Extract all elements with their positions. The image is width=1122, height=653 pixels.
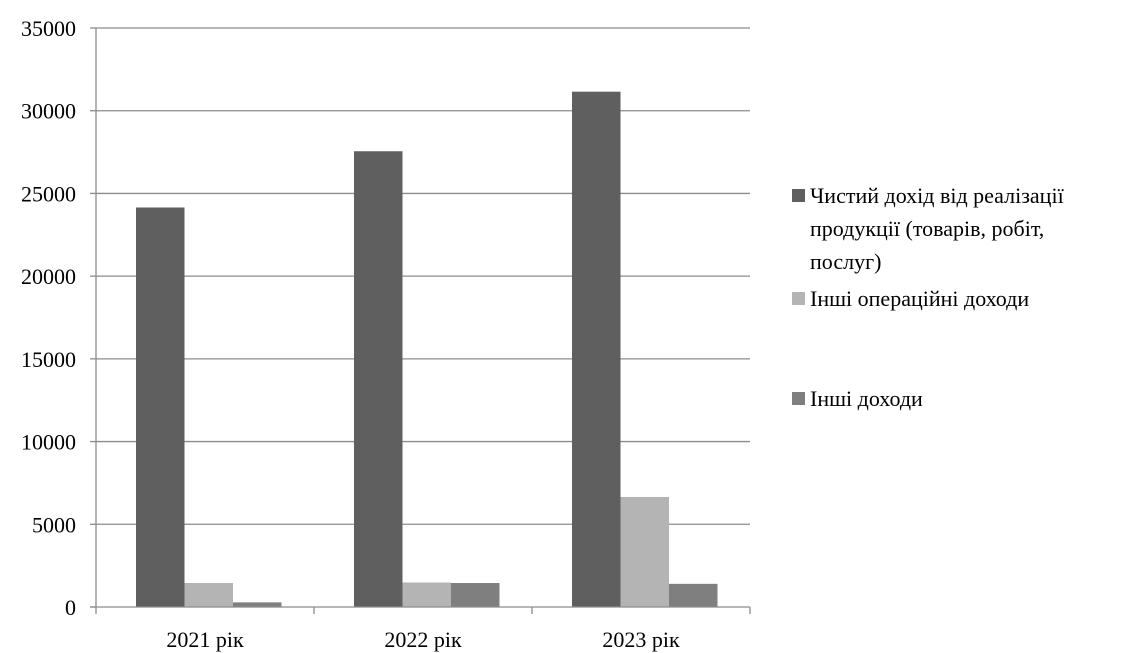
x-tick-label: 2022 рік: [384, 627, 462, 652]
bar-3-1: [233, 602, 282, 607]
legend-item-1: Чистий дохід від реалізації продукції (то…: [792, 183, 1065, 274]
legend-swatch: [792, 392, 805, 405]
y-tick-label: 15000: [21, 347, 76, 372]
y-tick-label: 10000: [21, 430, 76, 455]
x-tick-label: 2021 рік: [166, 627, 244, 652]
legend-label: Чистий дохід від реалізації: [810, 183, 1065, 208]
y-tick-label: 30000: [21, 99, 76, 124]
legend-swatch: [792, 292, 805, 305]
legend-label: послуг): [810, 249, 881, 274]
y-tick-label: 20000: [21, 264, 76, 289]
y-tick-label: 0: [65, 595, 76, 620]
y-axis-ticks: 0 5000 10000 15000 20000 25000 30000 35000: [21, 16, 96, 620]
legend-label: Інші операційні доходи: [810, 286, 1029, 311]
x-axis-ticks: 2021 рік 2022 рік 2023 рік: [95, 607, 751, 652]
legend-label: продукції (товарів, робіт,: [810, 216, 1044, 241]
bar-1-3: [572, 91, 621, 607]
legend-item-2: Інші операційні доходи: [792, 286, 1029, 311]
bar-2-1: [184, 583, 233, 607]
legend-item-3: Інші доходи: [792, 386, 923, 411]
bars: [136, 91, 718, 608]
bar-2-3: [620, 496, 669, 607]
legend-swatch: [792, 189, 805, 202]
x-tick-label: 2023 рік: [602, 627, 680, 652]
y-tick-label: 5000: [32, 512, 76, 537]
axes: [90, 28, 750, 608]
legend-label: Інші доходи: [810, 386, 923, 411]
bar-3-2: [451, 583, 500, 607]
gridlines: [96, 27, 750, 525]
bar-2-2: [402, 582, 451, 607]
bar-1-1: [136, 207, 185, 608]
y-tick-label: 25000: [21, 181, 76, 206]
legend: Чистий дохід від реалізації продукції (то…: [792, 183, 1065, 411]
y-tick-label: 35000: [21, 16, 76, 41]
bar-3-3: [669, 583, 718, 607]
bar-1-2: [354, 151, 403, 607]
